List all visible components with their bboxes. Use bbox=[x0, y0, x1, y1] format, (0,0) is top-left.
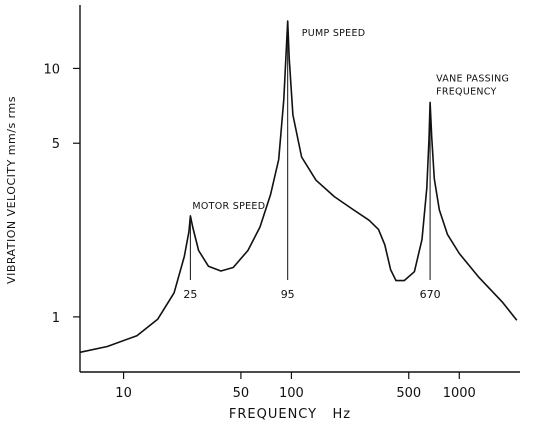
x-tick-label: 50 bbox=[233, 386, 250, 401]
peak-marker-label: 95 bbox=[281, 288, 295, 301]
axes bbox=[79, 5, 520, 373]
ticks: 10 50 100 500 1000 1 5 10 bbox=[43, 62, 475, 401]
y-tick-label: 5 bbox=[52, 137, 60, 152]
peak-annotation: VANE PASSING FREQUENCY bbox=[436, 73, 509, 97]
peak-marker-label: 25 bbox=[183, 288, 197, 301]
y-tick-label: 1 bbox=[52, 311, 60, 326]
x-tick-label: 1000 bbox=[443, 386, 476, 401]
annotations: MOTOR SPEED PUMP SPEED VANE PASSING FREQUEN… bbox=[192, 28, 509, 212]
x-axis-label: FREQUENCY Hz bbox=[229, 407, 351, 422]
x-tick-label: 500 bbox=[396, 386, 421, 401]
x-tick-label: 100 bbox=[279, 386, 304, 401]
peak-annotation: MOTOR SPEED bbox=[192, 201, 265, 212]
spectrum-curve bbox=[79, 20, 518, 354]
y-axis-label: VIBRATION VELOCITY mm/s rms bbox=[5, 96, 18, 284]
peak-annotation: PUMP SPEED bbox=[302, 28, 366, 39]
x-tick-label: 10 bbox=[115, 386, 132, 401]
peak-marker-label: 670 bbox=[420, 288, 441, 301]
y-tick-label: 10 bbox=[43, 62, 60, 77]
peak-markers: 25 95 670 bbox=[183, 21, 441, 301]
